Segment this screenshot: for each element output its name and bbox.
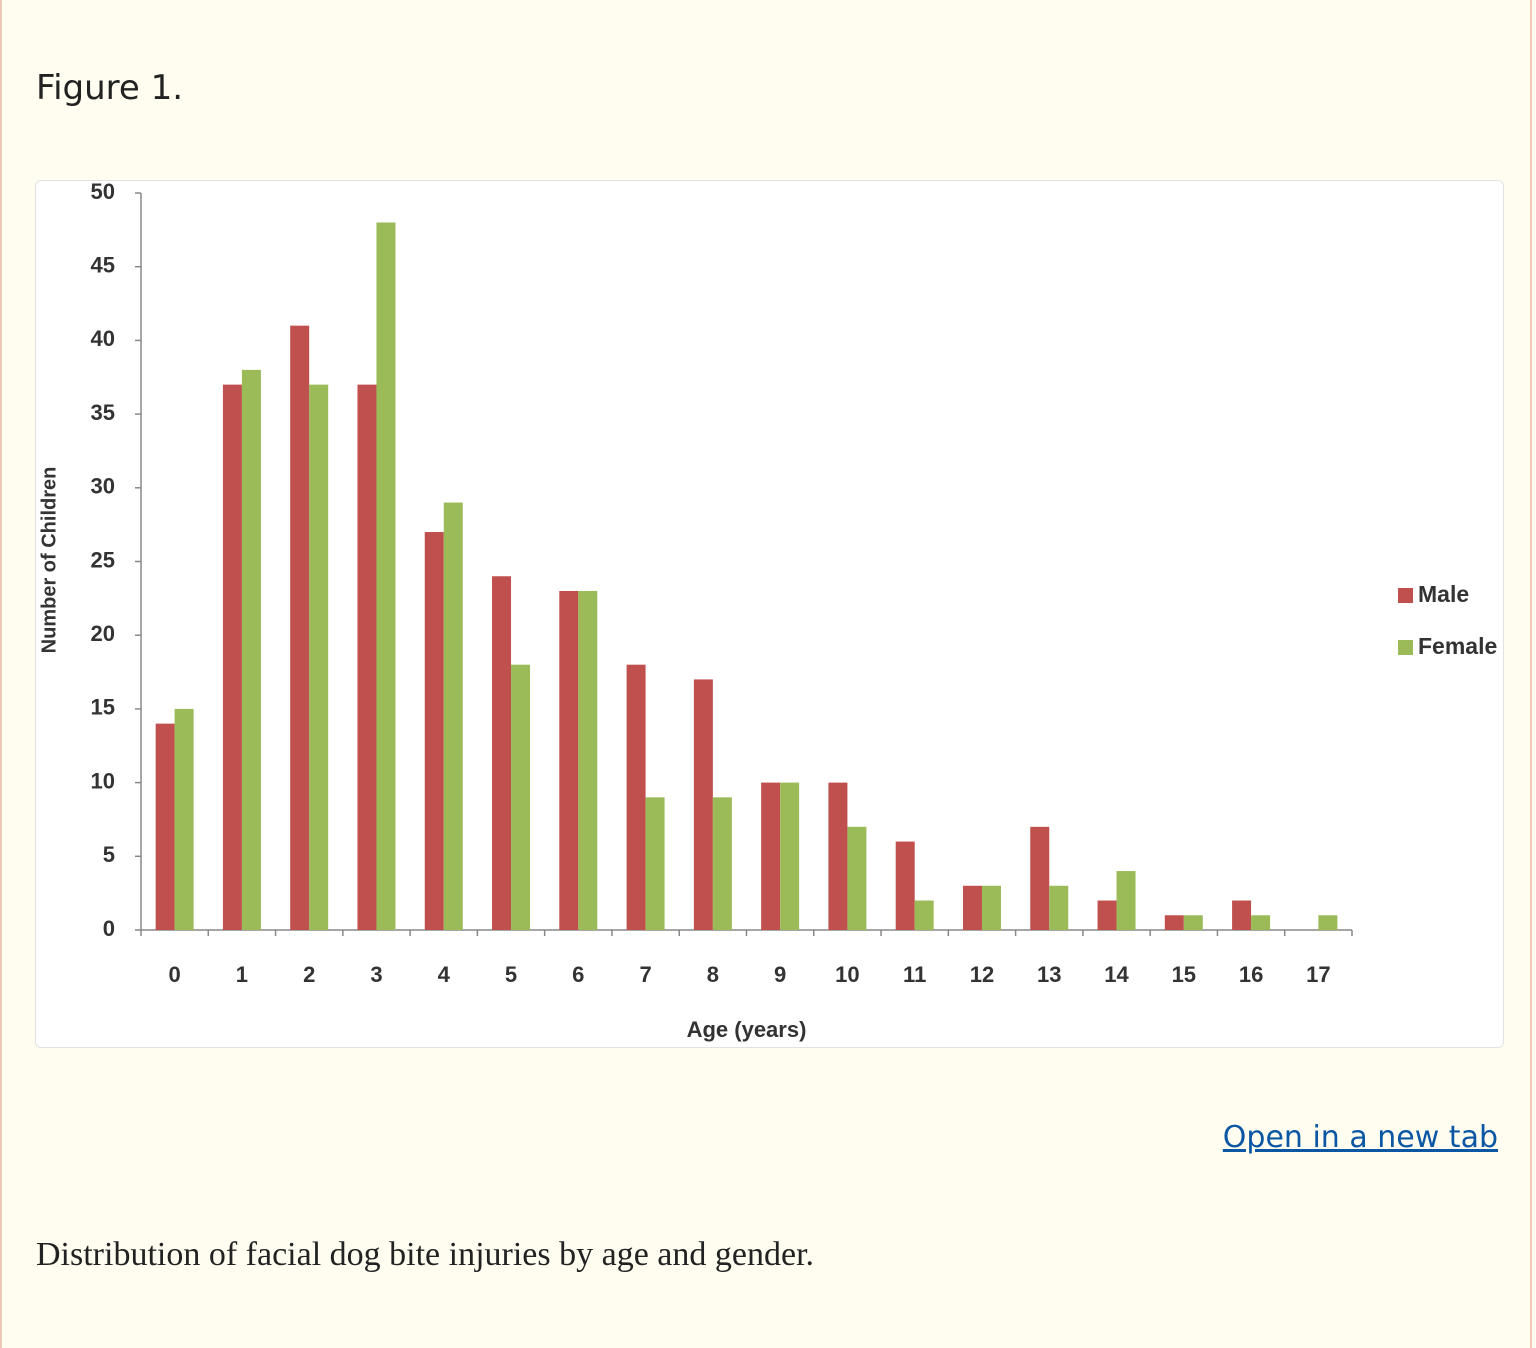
y-tick-label: 5 — [103, 842, 115, 867]
x-tick-label: 1 — [236, 962, 248, 987]
x-tick-label: 0 — [169, 962, 181, 987]
x-tick-label: 5 — [505, 962, 517, 987]
bar — [962, 885, 982, 930]
bar — [1183, 915, 1203, 930]
bar — [290, 325, 310, 930]
y-tick-label: 35 — [91, 400, 115, 425]
y-tick-label: 0 — [103, 916, 115, 941]
bar — [578, 590, 598, 930]
legend-label: Male — [1418, 581, 1469, 607]
y-tick-label: 50 — [91, 180, 115, 204]
bar — [309, 384, 329, 930]
x-tick-label: 9 — [774, 962, 786, 987]
bar — [222, 384, 242, 930]
y-tick-label: 10 — [91, 768, 115, 793]
bar — [780, 782, 800, 930]
bar — [559, 590, 579, 930]
x-tick-label: 12 — [970, 962, 994, 987]
x-tick-label: 3 — [370, 962, 382, 987]
bar — [712, 797, 732, 930]
chart-container: 0 5 10 15 20 25 30 35 40 45 50 0 1 2 3 4 5 6 7 8 9 10 11 12 13 14… — [35, 180, 1504, 1048]
bar — [1030, 826, 1050, 930]
figure-caption: Distribution of facial dog bite injuries… — [36, 1236, 815, 1273]
bar — [1116, 871, 1136, 930]
x-tick-label: 14 — [1104, 962, 1129, 987]
x-tick-label: 10 — [835, 962, 859, 987]
legend-swatch — [1398, 588, 1413, 603]
bar — [492, 576, 512, 930]
bar — [376, 222, 396, 931]
x-tick-label: 6 — [572, 962, 584, 987]
bar — [174, 708, 194, 930]
x-tick-label: 16 — [1239, 962, 1263, 987]
bar — [1251, 915, 1271, 930]
bar — [761, 782, 781, 930]
y-tick-label: 30 — [91, 474, 115, 499]
bar — [241, 369, 261, 930]
y-tick-label: 45 — [91, 253, 115, 278]
figure-label: Figure 1. — [36, 68, 184, 108]
legend-label: Female — [1418, 633, 1497, 659]
bar — [981, 885, 1001, 930]
y-tick-label: 15 — [91, 695, 115, 720]
bar — [1097, 900, 1117, 930]
bar — [626, 664, 646, 930]
x-tick-label: 4 — [438, 962, 451, 987]
bar — [443, 502, 463, 930]
bar — [424, 532, 444, 930]
bar — [645, 797, 665, 930]
y-axis-title: Number of Children — [38, 467, 60, 654]
y-tick-label: 20 — [91, 621, 115, 646]
bar — [1049, 885, 1069, 930]
x-axis-title: Age (years) — [687, 1017, 807, 1042]
bar — [155, 723, 175, 930]
bar — [895, 841, 915, 930]
x-tick-label: 17 — [1306, 962, 1330, 987]
x-tick-label: 11 — [903, 962, 926, 987]
x-tick-label: 8 — [707, 962, 719, 987]
x-tick-label: 7 — [639, 962, 651, 987]
bar — [828, 782, 848, 930]
bar — [847, 826, 867, 930]
y-tick-label: 40 — [91, 326, 115, 351]
open-in-new-tab-link[interactable]: Open in a new tab — [1222, 1120, 1498, 1155]
bar — [693, 679, 713, 930]
bar — [357, 384, 377, 930]
x-tick-label: 13 — [1037, 962, 1061, 987]
y-tick-label: 25 — [91, 547, 115, 572]
x-tick-label: 2 — [303, 962, 315, 987]
legend-swatch — [1398, 640, 1413, 655]
bar — [1232, 900, 1252, 930]
bar — [511, 664, 531, 930]
bar — [914, 900, 934, 930]
x-tick-label: 15 — [1172, 962, 1196, 987]
bar — [1318, 915, 1338, 930]
bar — [1164, 915, 1184, 930]
